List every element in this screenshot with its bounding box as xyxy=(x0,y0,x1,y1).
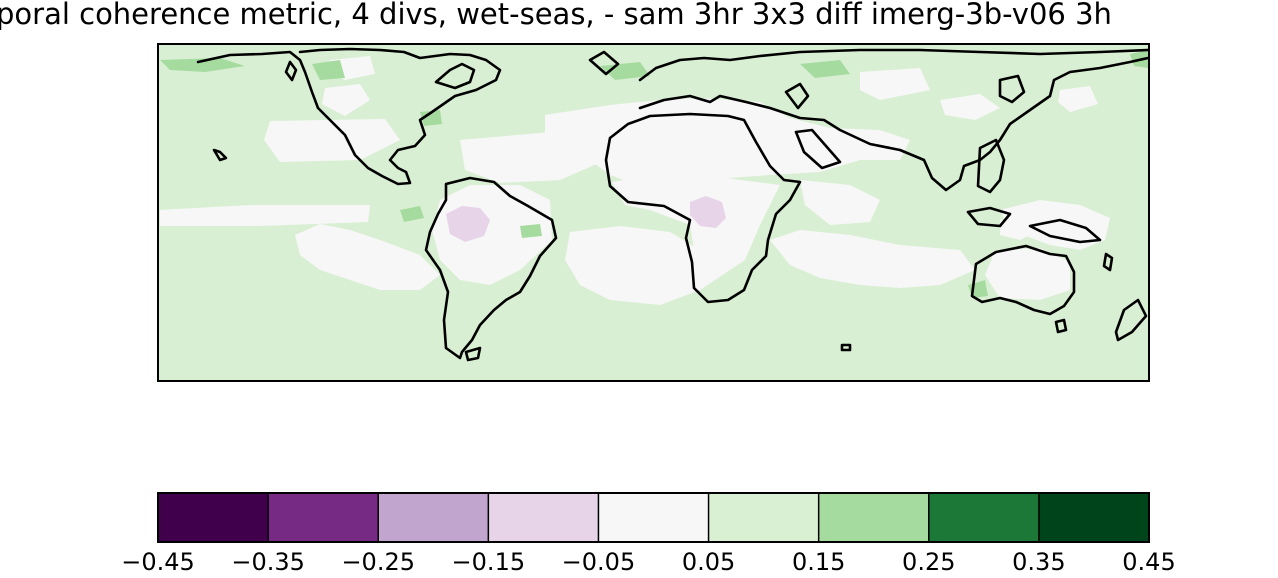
colorbar-bin xyxy=(158,493,269,542)
negative-anomaly-regions xyxy=(446,196,726,242)
coastlines xyxy=(196,47,1149,362)
map-title: poral coherence metric, 4 divs, wet-seas… xyxy=(0,0,1112,31)
colorbar-tick-label: 0.45 xyxy=(1122,548,1176,576)
colorbar xyxy=(158,493,1150,542)
colorbar-bin xyxy=(268,493,379,542)
map-panel xyxy=(158,44,1149,381)
colorbar-tick-label: −0.15 xyxy=(451,548,526,576)
colorbar-tick-label: 0.25 xyxy=(902,548,956,576)
colorbar-bin xyxy=(928,493,1040,542)
colorbar-tick-label: −0.05 xyxy=(561,548,636,576)
colorbar-bin xyxy=(708,493,820,542)
colorbar-bin xyxy=(598,493,710,542)
colorbar-tick-label: 0.05 xyxy=(681,548,736,576)
colorbar-frame xyxy=(157,492,1150,543)
colorbar-bin xyxy=(1038,493,1150,542)
colorbar-tick-label: −0.45 xyxy=(121,548,195,576)
colorbar-bin xyxy=(378,493,489,542)
colorbar-tick-marks xyxy=(267,493,1040,542)
map-frame xyxy=(157,43,1150,382)
colorbar-tick-label: −0.25 xyxy=(341,548,415,576)
colorbar-tick-label: 0.35 xyxy=(1012,548,1066,576)
colorbar-bin xyxy=(818,493,930,542)
colorbar-tick-label: 0.15 xyxy=(791,548,846,576)
colorbar-bin xyxy=(488,493,599,542)
colorbar-tick-label: −0.35 xyxy=(231,548,305,576)
positive-anomaly-regions xyxy=(160,50,1148,298)
